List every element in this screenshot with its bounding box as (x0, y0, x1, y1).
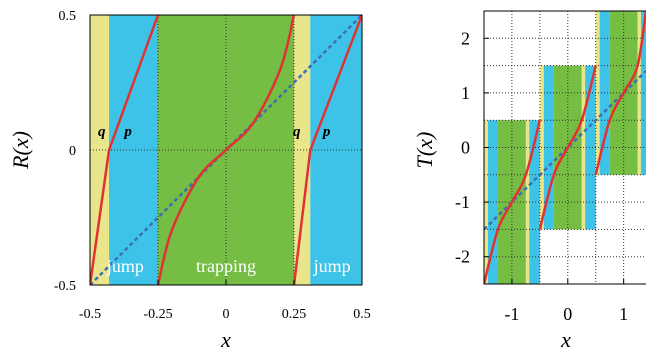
curve-branch-0 (484, 119, 542, 284)
curve-branch-2 (594, 11, 646, 176)
y-tick-label-2: 0 (461, 138, 470, 158)
y-tick-label-3: 1 (461, 83, 470, 103)
left-y-axis-label: R(x) (8, 131, 33, 170)
branch-label-0: q (98, 124, 106, 140)
left-ticks: -0.5 -0.25 0 0.25 0.5 -0.5 0 0.5 (54, 9, 371, 322)
y-tick-label-0: -2 (455, 247, 470, 267)
branch-label-2: q (293, 124, 301, 140)
x-tick-label-3: 0.25 (282, 307, 307, 322)
x-tick-label-2: 1 (619, 304, 628, 324)
cell-0-band-1 (487, 120, 498, 284)
x-tick-label-0: -0.5 (79, 307, 101, 322)
right-x-axis-label: x (560, 327, 571, 352)
curve-segment-4 (309, 15, 362, 151)
right-ticks: -1 0 1 -2 -1 0 1 2 (455, 28, 628, 324)
curve-segment-1 (107, 15, 160, 151)
region-label-2: jump (313, 256, 351, 276)
right-grid (484, 11, 646, 284)
cell-2-band-0 (595, 11, 600, 175)
curve-segment-2 (156, 15, 296, 285)
x-tick-label-1: 0 (563, 304, 572, 324)
band-boundary-3 (294, 15, 311, 285)
x-tick-label-1: -0.25 (143, 307, 172, 322)
left-curves (90, 15, 362, 285)
region-label-0: jump (106, 256, 144, 276)
x-tick-label-4: 0.5 (353, 307, 371, 322)
cell-2-band-3 (637, 11, 641, 175)
left-chart: -0.5 -0.25 0 0.25 0.5 -0.5 0 0.5 jump trapping ju… (8, 9, 371, 352)
curve-branch-1 (538, 65, 597, 230)
y-tick-label-0: -0.5 (54, 279, 76, 294)
x-tick-label-2: 0 (223, 307, 230, 322)
y-tick-label-4: 2 (461, 28, 470, 48)
cell-0-band-3 (525, 120, 530, 284)
curve-segment-3 (292, 149, 312, 285)
cell-1-band-1 (543, 65, 554, 230)
y-tick-label-1: -1 (455, 192, 470, 212)
cell-0-band-4 (529, 120, 540, 284)
y-tick-label-2: 0.5 (59, 9, 77, 24)
left-x-axis-label: x (220, 327, 231, 352)
right-y-axis-label: T(x) (412, 132, 437, 169)
branch-label-1: p (122, 124, 132, 140)
right-chart: -1 0 1 -2 -1 0 1 2 x T(x) (412, 10, 646, 352)
y-tick-label-1: 0 (69, 144, 76, 159)
x-tick-label-0: -1 (504, 304, 519, 324)
curve-segment-0 (90, 149, 111, 285)
region-label-1: trapping (196, 256, 256, 276)
cell-1-band-4 (585, 65, 596, 230)
right-curves (484, 11, 646, 284)
branch-label-3: p (321, 124, 331, 140)
